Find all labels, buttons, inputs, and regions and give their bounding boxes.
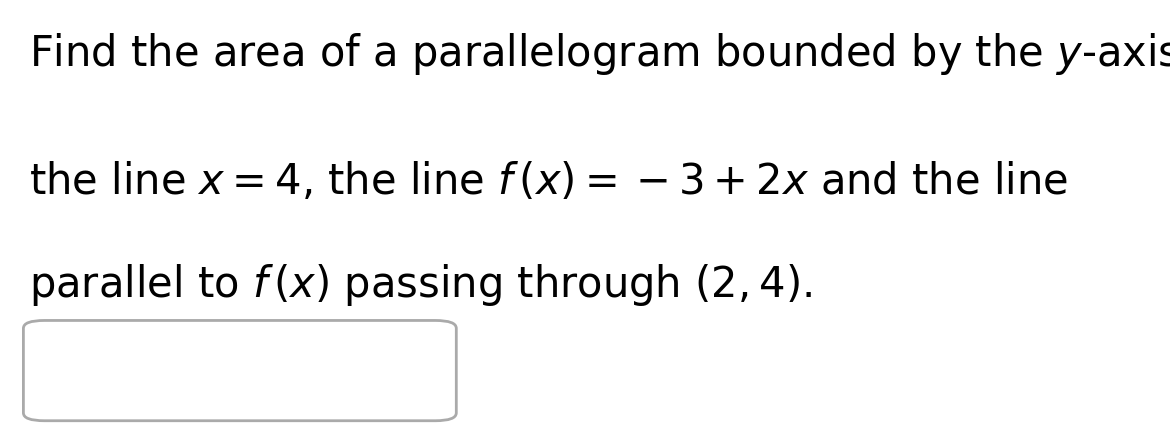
- Text: parallel to $f\,(x)$ passing through $(2, 4)$.: parallel to $f\,(x)$ passing through $(2…: [29, 262, 812, 308]
- Text: the line $x = 4$, the line $f\,(x) = -3 + 2x$ and the line: the line $x = 4$, the line $f\,(x) = -3 …: [29, 161, 1068, 203]
- Text: Find the area of a parallelogram bounded by the $y$-axis,: Find the area of a parallelogram bounded…: [29, 31, 1170, 77]
